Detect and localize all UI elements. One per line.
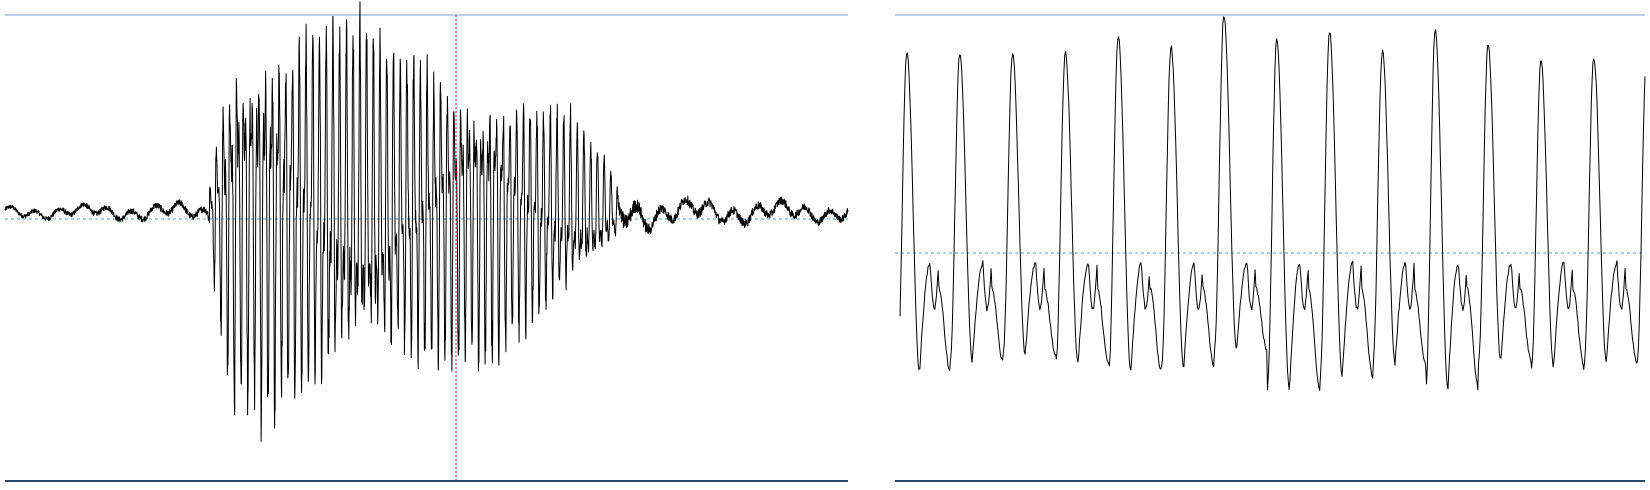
waveform-zoom[interactable]	[885, 0, 1650, 490]
waveform-trace	[4, 1, 849, 442]
waveform-overview[interactable]	[0, 0, 860, 490]
zoomed-waveform-trace	[899, 16, 1646, 391]
waveform-overview-svg	[4, 1, 849, 482]
waveform-zoom-svg	[895, 14, 1646, 482]
